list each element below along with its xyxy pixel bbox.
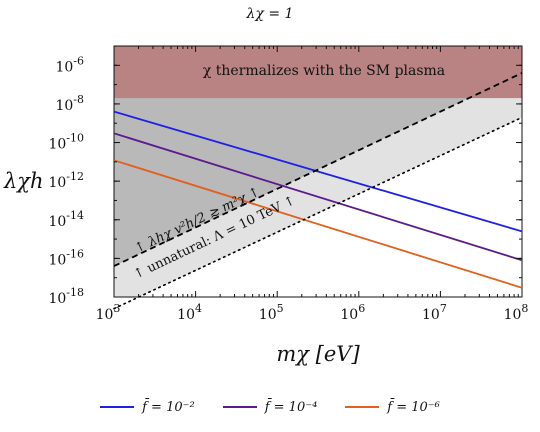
y-tick-exponent: -6 [73, 54, 84, 67]
legend-item-3: f̄ = 10⁻⁶ [345, 400, 440, 415]
region-excluded [114, 46, 522, 267]
legend-label: f̄ = 10⁻⁶ [387, 399, 440, 415]
legend-swatch [222, 406, 257, 408]
series-lines [114, 110, 522, 289]
y-tick-exponent: -12 [66, 170, 84, 183]
y-tick-label: 10-16 [48, 247, 84, 268]
x-tick-exponent: 7 [440, 302, 447, 315]
thermalization-label: χ thermalizes with the SM plasma [203, 63, 445, 79]
y-tick-exponent: -16 [66, 247, 84, 260]
axis-ticks: 103 104 105 106 107 108 10-6 10-8 10-10 10-12 10-1… [3, 46, 528, 366]
x-tick-exponent: 6 [358, 302, 365, 315]
y-tick-exponent: -18 [66, 286, 84, 299]
y-tick-label: 10-18 [48, 286, 84, 307]
x-tick-label: 106 [340, 302, 365, 323]
y-tick-exponent: -10 [66, 132, 84, 145]
series-line-3 [114, 159, 522, 289]
legend-swatch [345, 406, 380, 408]
x-tick-label: 103 [96, 302, 121, 323]
x-axis-label: mχ [eV] [276, 342, 360, 366]
x-tick-label: 104 [177, 302, 202, 323]
y-tick-label: 10-12 [48, 170, 84, 191]
y-tick-label: 10-6 [55, 54, 84, 75]
legend-item-1: f̄ = 10⁻² [100, 400, 195, 415]
y-tick-exponent: -8 [73, 93, 84, 106]
region-thermalization [114, 46, 522, 99]
y-tick-exponent: -14 [66, 209, 84, 222]
legend-label: f̄ = 10⁻⁴ [264, 399, 318, 415]
y-axis-label: λχh [3, 169, 44, 193]
legend-swatch [100, 406, 135, 408]
dashed-boundary-line [113, 72, 523, 267]
legend-item-2: f̄ = 10⁻⁴ [222, 399, 318, 415]
dotted-boundary-line [113, 116, 523, 310]
plot-frame [113, 45, 523, 298]
x-tick-label: 108 [504, 302, 529, 323]
x-tick-exponent: 3 [113, 302, 120, 315]
y-tick-label: 10-10 [48, 132, 84, 153]
chart-title: λχ = 1 [246, 6, 294, 22]
legend-label: f̄ = 10⁻² [142, 399, 195, 415]
x-tick-exponent: 5 [277, 302, 284, 315]
chart-svg: ↑ λhχ v²h/2 ≳ m²χ ↑↑ unnatural: Λ = 10 T… [3, 45, 528, 366]
series-line-2 [114, 132, 522, 262]
x-tick-label: 105 [259, 302, 284, 323]
y-tick-label: 10-14 [48, 209, 84, 230]
legend: f̄ = 10⁻² f̄ = 10⁻⁴ f̄ = 10⁻⁶ [0, 394, 540, 420]
x-tick-label: 107 [422, 302, 447, 323]
series-line-1 [114, 110, 522, 233]
x-tick-exponent: 4 [195, 302, 202, 315]
x-tick-exponent: 8 [521, 302, 528, 315]
y-tick-label: 10-8 [55, 93, 84, 114]
plot-border [113, 45, 523, 298]
